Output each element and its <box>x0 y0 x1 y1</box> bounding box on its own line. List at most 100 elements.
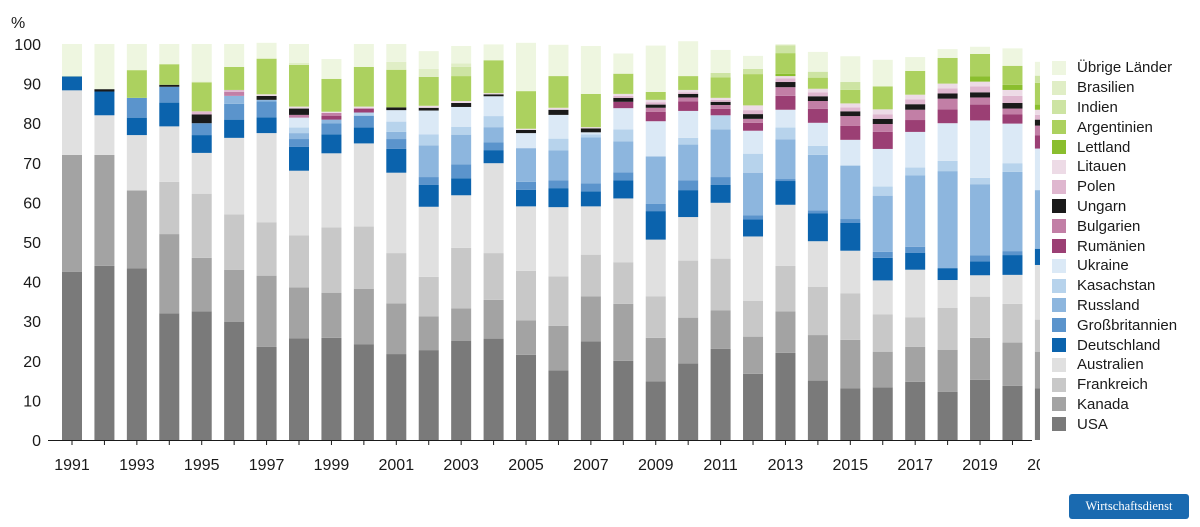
bar-segment: Deutschland 1997: 4 <box>256 117 277 134</box>
bar-segment: Indien 2012: 1.3 <box>743 68 764 75</box>
bar-segment: USA 2002: 22.7 <box>418 350 439 440</box>
bar-segment: Deutschland 2010: 6.8 <box>678 190 699 218</box>
bar-segment: Litauen 2016: 1.3 <box>872 109 893 115</box>
bar-segment: Frankreich 1996: 14 <box>224 214 245 270</box>
bar-segment: Deutschland 2011: 4.5 <box>710 184 731 203</box>
bar-segment: Russland 2002: 8 <box>418 145 439 178</box>
bar-segment: Kasachstan 1998: 1.4 <box>289 127 310 134</box>
bar-segment: Kanada 2019: 10.6 <box>970 337 991 380</box>
bar-segment: Australien 2004: 22.7 <box>483 163 504 254</box>
bar-segment: Argentinien 2020: 4.8 <box>1002 65 1023 85</box>
bar-segment: Ungarn 2015: 1.2 <box>840 111 861 117</box>
bar-group-2005: USA 2005: 21.5Kanada 2005: 8.7Frankreich… <box>516 42 537 440</box>
bar-segment: Litauen 2009: 0.6 <box>645 99 666 103</box>
bar-segment: Kasachstan 2002: 2.8 <box>418 134 439 146</box>
y-tick-label: 100 <box>14 37 41 54</box>
bar-segment: Übrige Länder 2006: 7.9 <box>548 44 569 77</box>
bar-segment: Australien 2010: 11 <box>678 217 699 261</box>
bar-segment: Ungarn 1994: 0.5 <box>159 84 180 87</box>
y-tick-label: 0 <box>32 433 41 450</box>
bar-segment: Bulgarien 2014: 2 <box>807 101 828 109</box>
bar-segment: Bulgarien 2019: 1.8 <box>970 97 991 105</box>
bar-segment: Argentinien 2006: 8 <box>548 76 569 108</box>
bar-segment: USA 2015: 13 <box>840 388 861 440</box>
bar-segment: Kasachstan 2004: 2.8 <box>483 116 504 128</box>
bar-segment: Kasachstan 2006: 3 <box>548 138 569 151</box>
bar-segment: Russland 2019: 18 <box>970 184 991 256</box>
bar-segment: Australien 2017: 12 <box>905 269 926 318</box>
bar-segment: Großbritannien 2011: 2 <box>710 177 731 185</box>
bar-segment: Bulgarien 2010: 1 <box>678 97 699 102</box>
legend-item: Argentinien <box>1052 117 1177 137</box>
bar-segment: Indien 2021: 1.8 <box>1034 75 1040 83</box>
bar-segment: Deutschland 1998: 6 <box>289 146 310 171</box>
bar-segment: Ukraine 1998: 2.5 <box>289 117 310 128</box>
bar-segment: Ungarn 2019: 1.3 <box>970 92 991 98</box>
bar-segment: Frankreich 2021: 8.1 <box>1034 319 1040 352</box>
bar-segment: Argentinien 2001: 9.5 <box>386 69 407 108</box>
legend-label: Polen <box>1077 178 1116 196</box>
bar-segment: Russland 2015: 13.5 <box>840 165 861 220</box>
bar-segment: Kanada 1993: 19.7 <box>126 190 147 269</box>
bar-segment: Frankreich 2017: 7.5 <box>905 317 926 347</box>
bar-segment: Argentinien 2015: 3.4 <box>840 89 861 104</box>
bar-segment: Frankreich 2002: 10 <box>418 276 439 317</box>
bar-segment: Kanada 2003: 8.2 <box>451 308 472 341</box>
bar-segment: Russland 2008: 7.8 <box>613 141 634 173</box>
bar-group-2015: USA 2015: 13Kanada 2015: 12.3Frankreich … <box>840 56 861 440</box>
bar-segment: USA 2004: 25.6 <box>483 338 504 440</box>
bar-segment: Brasilien 2001: 2 <box>386 61 407 70</box>
bar-segment: Kasachstan 2010: 1.7 <box>678 137 699 145</box>
bar-segment: Übrige Länder 2004: 4 <box>483 44 504 61</box>
bar-group-2019: USA 2019: 15.2Kanada 2019: 10.6Frankreic… <box>970 46 991 440</box>
bar-segment: Deutschland 2000: 4 <box>353 127 374 144</box>
bar-segment: Argentinien 2021: 5.5 <box>1034 82 1040 105</box>
legend-swatch <box>1052 60 1066 75</box>
bar-segment: USA 2012: 16.7 <box>743 373 764 440</box>
bar-segment: Großbritannien 2008: 2 <box>613 172 634 181</box>
bar-segment: Deutschland 1994: 6 <box>159 102 180 127</box>
bar-segment: Ungarn 2020: 1.4 <box>1002 103 1023 109</box>
bar-segment: Bulgarien 1998: 0.7 <box>289 114 310 118</box>
legend-item: Deutschland <box>1052 335 1177 355</box>
bar-segment: Australien 2012: 16.3 <box>743 236 764 302</box>
bar-segment: Bulgarien 2009: 1 <box>645 107 666 112</box>
bar-segment: Ungarn 1995: 2.2 <box>191 114 212 124</box>
bar-segment: Polen 2018: 1.3 <box>937 88 958 94</box>
bar-segment: Kanada 2016: 9 <box>872 351 893 388</box>
bar-segment: Übrige Länder 2003: 4.4 <box>451 45 472 64</box>
bar-segment: Australien 2003: 13.3 <box>451 195 472 248</box>
bar-segment: Rumänien 2011: 1.6 <box>710 108 731 116</box>
stacked-bar-chart: %0102030405060708090100USA 1991: 42.5Kan… <box>11 15 1040 474</box>
bar-segment: Argentinien 2019: 5.7 <box>970 53 991 77</box>
bar-segment: Lettland 2021: 1.3 <box>1034 104 1040 110</box>
legend-swatch <box>1052 219 1066 234</box>
bar-segment: Deutschland 2020: 5 <box>1002 255 1023 275</box>
x-tick-label: 2001 <box>379 457 415 474</box>
bar-segment: Übrige Länder 2008: 5.1 <box>613 53 634 74</box>
bar-segment: Ungarn 2007: 1 <box>580 128 601 133</box>
bar-segment: USA 1995: 32.5 <box>191 311 212 440</box>
x-tick-label: 2017 <box>897 457 933 474</box>
legend: Übrige Länder Brasilien Indien Argentinien L… <box>1052 58 1177 434</box>
bar-segment: Australien 2009: 14.3 <box>645 239 666 297</box>
bar-segment: Litauen 2005: 0.3 <box>516 128 537 130</box>
bar-segment: Kanada 1998: 12.8 <box>289 287 310 339</box>
bar-segment: Übrige Länder 2021: 3.5 <box>1034 61 1040 76</box>
bar-segment: Übrige Länder 2005: 12.2 <box>516 42 537 92</box>
x-tick-label: 1991 <box>54 457 90 474</box>
bar-segment: Litauen 2014: 0.9 <box>807 88 828 93</box>
bar-segment: Übrige Länder 2007: 12.1 <box>580 45 601 94</box>
bar-segment: Australien 2007: 12.2 <box>580 206 601 255</box>
bar-segment: Brasilien 2003: 0.9 <box>451 63 472 67</box>
bar-segment: Frankreich 2015: 11.7 <box>840 293 861 340</box>
bar-segment: Frankreich 2004: 11.8 <box>483 253 504 300</box>
y-tick-label: 50 <box>23 235 41 252</box>
bar-segment: Rumänien 2012: 2 <box>743 122 764 131</box>
bar-segment: Argentinien 1995: 7.3 <box>191 82 212 112</box>
bar-segment: Übrige Länder 2002: 4.5 <box>418 51 439 69</box>
bar-segment: Australien 1991: 16.3 <box>62 90 82 155</box>
bar-segment: Ukraine 2017: 9 <box>905 131 926 168</box>
bar-segment: Übrige Länder 1997: 4 <box>256 42 277 59</box>
bar-segment: Großbritannien 1997: 4 <box>256 101 277 118</box>
